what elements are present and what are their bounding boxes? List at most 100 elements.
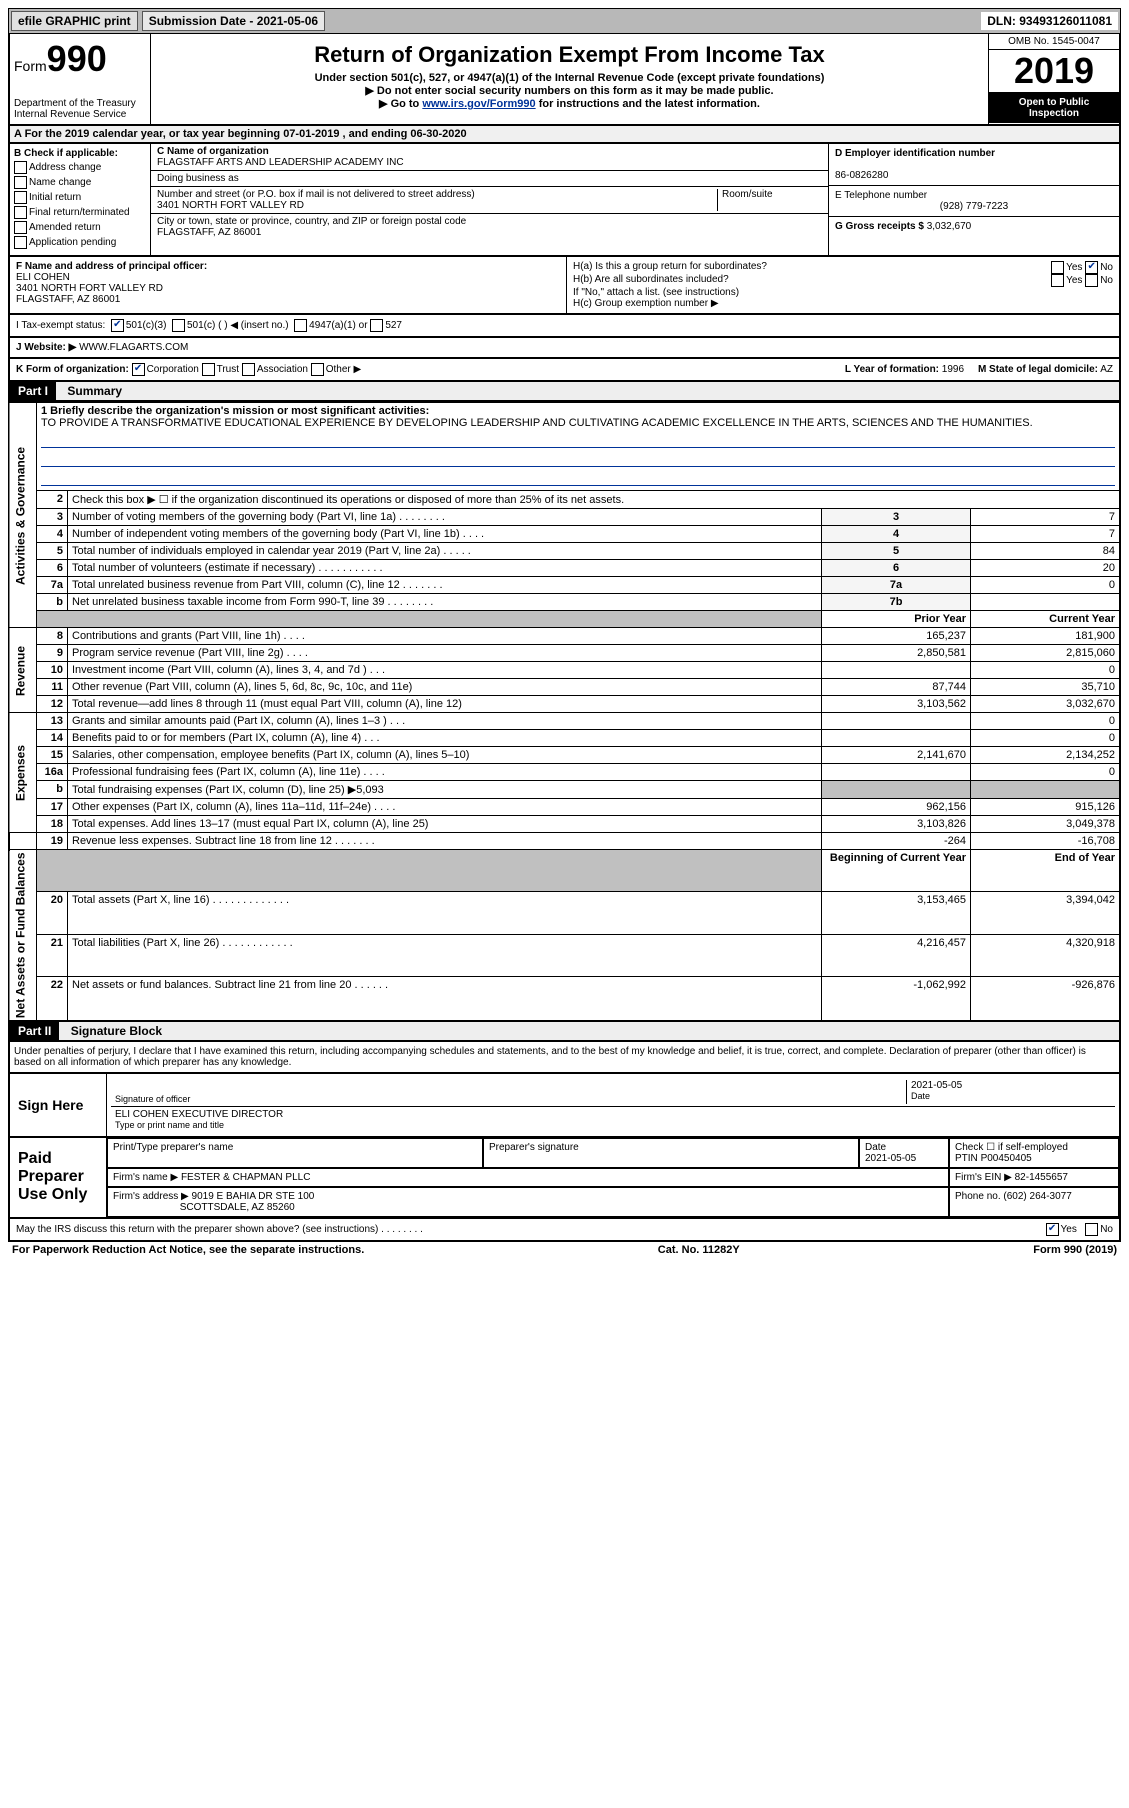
firm-ein-label: Firm's EIN ▶ [955, 1172, 1012, 1183]
governance-label: Activities & Governance [9, 403, 37, 628]
form-note1: ▶ Do not enter social security numbers o… [155, 84, 984, 97]
dln-label: DLN: 93493126011081 [981, 12, 1118, 30]
firm-name-label: Firm's name ▶ [113, 1172, 178, 1183]
ha-no-checkbox[interactable] [1085, 261, 1098, 274]
line16a-desc: Professional fundraising fees (Part IX, … [68, 764, 822, 781]
trust-checkbox[interactable] [202, 363, 215, 376]
line3-desc: Number of voting members of the governin… [68, 509, 822, 526]
line11-desc: Other revenue (Part VIII, column (A), li… [68, 679, 822, 696]
line19-desc: Revenue less expenses. Subtract line 18 … [68, 833, 822, 850]
line-num-2: 2 [37, 491, 68, 509]
other-checkbox[interactable] [311, 363, 324, 376]
box-c: C Name of organization FLAGSTAFF ARTS AN… [151, 144, 829, 255]
tax-exempt-row: I Tax-exempt status: 501(c)(3) 501(c) ( … [8, 315, 1121, 338]
omb-number: OMB No. 1545-0047 [989, 34, 1119, 50]
name-change-checkbox[interactable] [14, 176, 27, 189]
line9-prior: 2,850,581 [822, 645, 971, 662]
gross-label: G Gross receipts $ [835, 221, 924, 232]
form-subtitle: Under section 501(c), 527, or 4947(a)(1)… [155, 72, 984, 84]
assoc-label: Association [257, 364, 308, 375]
line21-prior: 4,216,457 [822, 934, 971, 976]
prep-sig-label: Preparer's signature [483, 1138, 859, 1168]
line17-prior: 962,156 [822, 799, 971, 816]
line12-curr: 3,032,670 [971, 696, 1121, 713]
ha-yes-checkbox[interactable] [1051, 261, 1064, 274]
sig-officer-label: Signature of officer [115, 1094, 906, 1104]
officer-name: ELI COHEN [16, 272, 70, 283]
hb-no-checkbox[interactable] [1085, 274, 1098, 287]
line5-val: 84 [971, 543, 1121, 560]
line19-curr: -16,708 [971, 833, 1121, 850]
discuss-question: May the IRS discuss this return with the… [16, 1224, 423, 1235]
form-header-left: Form990 Department of the Treasury Inter… [10, 34, 151, 124]
initial-checkbox[interactable] [14, 191, 27, 204]
final-label: Final return/terminated [29, 207, 130, 218]
prep-date-label: Date [865, 1142, 886, 1153]
ptin-label: PTIN [955, 1153, 978, 1164]
instructions-link[interactable]: www.irs.gov/Form990 [422, 98, 535, 110]
line2-desc: Check this box ▶ ☐ if the organization d… [68, 491, 1121, 509]
prep-name-label: Print/Type preparer's name [107, 1138, 483, 1168]
penalty-statement: Under penalties of perjury, I declare th… [8, 1042, 1121, 1074]
name-change-label: Name change [29, 177, 91, 188]
firm-phone: (602) 264-3077 [1003, 1191, 1071, 1202]
section-bcdeg: B Check if applicable: Address change Na… [8, 144, 1121, 257]
efile-button[interactable]: efile GRAPHIC print [11, 11, 138, 31]
hb-yes-label: Yes [1066, 275, 1082, 286]
amended-checkbox[interactable] [14, 221, 27, 234]
pending-checkbox[interactable] [14, 236, 27, 249]
begin-year-header: Beginning of Current Year [822, 850, 971, 892]
final-checkbox[interactable] [14, 206, 27, 219]
ha-label: H(a) Is this a group return for subordin… [573, 261, 767, 274]
form-title: Return of Organization Exempt From Incom… [155, 42, 984, 68]
tax-year: 2019 [989, 50, 1119, 93]
discuss-yes-label: Yes [1061, 1224, 1077, 1235]
line10-curr: 0 [971, 662, 1121, 679]
box-deg: D Employer identification number 86-0826… [829, 144, 1119, 255]
addr-change-checkbox[interactable] [14, 161, 27, 174]
line15-prior: 2,141,670 [822, 747, 971, 764]
officer-addr1: 3401 NORTH FORT VALLEY RD [16, 283, 163, 294]
state-domicile: AZ [1100, 364, 1113, 375]
amended-label: Amended return [29, 222, 101, 233]
prep-date-val: 2021-05-05 [865, 1153, 916, 1164]
firm-name: FESTER & CHAPMAN PLLC [181, 1172, 310, 1183]
box-h: H(a) Is this a group return for subordin… [567, 257, 1119, 313]
form-header-center: Return of Organization Exempt From Incom… [151, 34, 989, 124]
line8-desc: Contributions and grants (Part VIII, lin… [68, 628, 822, 645]
line7b-val [971, 594, 1121, 611]
corp-checkbox[interactable] [132, 363, 145, 376]
trust-label: Trust [217, 364, 239, 375]
501c-checkbox[interactable] [172, 319, 185, 332]
part1-header: Part I [10, 382, 56, 400]
discuss-no-label: No [1100, 1224, 1113, 1235]
line14-prior [822, 730, 971, 747]
state-domicile-label: M State of legal domicile: [978, 364, 1098, 375]
line4-desc: Number of independent voting members of … [68, 526, 822, 543]
line14-curr: 0 [971, 730, 1121, 747]
top-bar: efile GRAPHIC print Submission Date - 20… [8, 8, 1121, 34]
line11-curr: 35,710 [971, 679, 1121, 696]
line21-curr: 4,320,918 [971, 934, 1121, 976]
firm-ein: 82-1455657 [1015, 1172, 1068, 1183]
line20-desc: Total assets (Part X, line 16) . . . . .… [68, 892, 822, 934]
527-checkbox[interactable] [370, 319, 383, 332]
501c3-checkbox[interactable] [111, 319, 124, 332]
room-label: Room/suite [717, 189, 822, 211]
ptin-value: P00450405 [981, 1153, 1032, 1164]
line5-desc: Total number of individuals employed in … [68, 543, 822, 560]
discuss-no-checkbox[interactable] [1085, 1223, 1098, 1236]
sign-date-value: 2021-05-05 [911, 1080, 1111, 1091]
hc-label: H(c) Group exemption number ▶ [573, 298, 1113, 309]
line18-prior: 3,103,826 [822, 816, 971, 833]
line4-val: 7 [971, 526, 1121, 543]
discuss-yes-checkbox[interactable] [1046, 1223, 1059, 1236]
net-assets-label: Net Assets or Fund Balances [9, 850, 37, 1021]
line22-desc: Net assets or fund balances. Subtract li… [68, 977, 822, 1021]
line11-prior: 87,744 [822, 679, 971, 696]
box-b-title: B Check if applicable: [14, 148, 118, 159]
summary-table: Activities & Governance 1 Briefly descri… [8, 402, 1121, 1022]
assoc-checkbox[interactable] [242, 363, 255, 376]
4947-checkbox[interactable] [294, 319, 307, 332]
hb-yes-checkbox[interactable] [1051, 274, 1064, 287]
